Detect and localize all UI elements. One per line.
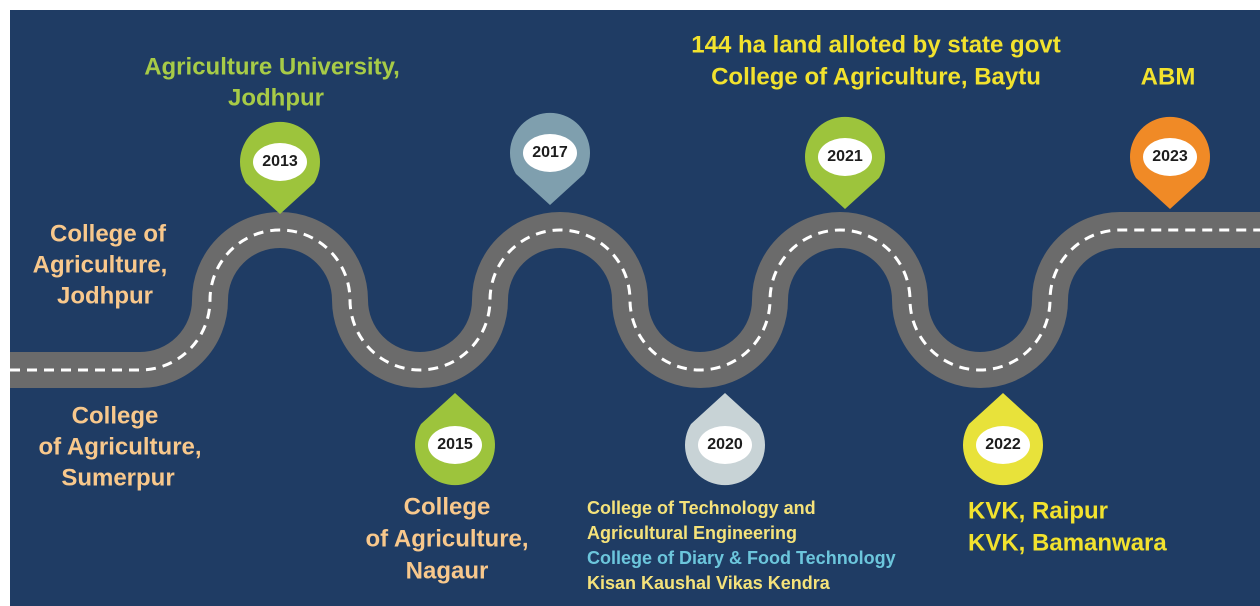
label: Agricultural Engineering [587,523,797,543]
label: Agriculture University, [144,53,400,80]
label: of Agriculture, [365,525,528,552]
label: College of Diary & Food Technology [587,548,896,568]
label: College of Technology and [587,498,816,518]
label: KVK, Raipur [968,497,1108,524]
year: 2021 [827,148,863,165]
label: Agriculture, [33,251,168,278]
label: ABM [1141,63,1196,90]
label: 144 ha land alloted by state govt [691,31,1060,58]
timeline: 2013 2015 2017 2020 2021 2022 2023 Colle… [0,0,1260,606]
year: 2013 [262,153,298,170]
year: 2015 [437,436,473,453]
label: Kisan Kaushal Vikas Kendra [587,573,831,593]
label: Jodhpur [228,84,324,111]
year: 2022 [985,436,1021,453]
label: Nagaur [406,557,489,584]
year: 2017 [532,144,568,161]
label: Sumerpur [61,464,174,491]
label: KVK, Bamanwara [968,529,1167,556]
label: College [72,402,159,429]
label: of Agriculture, [38,433,201,460]
year: 2023 [1152,148,1188,165]
label: Jodhpur [57,282,153,309]
label: College [404,493,491,520]
label: College of [50,220,167,247]
year: 2020 [707,436,743,453]
label: College of Agriculture, Baytu [711,63,1041,90]
